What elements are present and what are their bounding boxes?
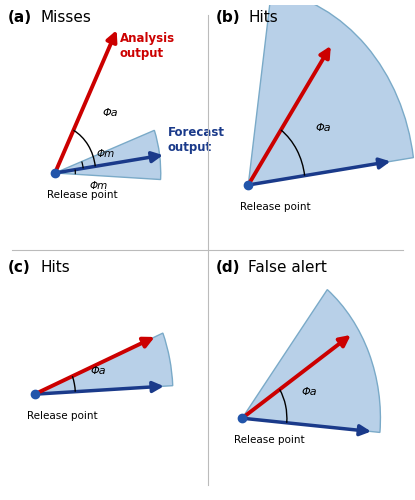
Text: Φa: Φa [302, 388, 317, 398]
Text: (b): (b) [216, 10, 240, 25]
Text: Release point: Release point [27, 411, 97, 421]
Wedge shape [55, 130, 161, 180]
Wedge shape [242, 290, 381, 432]
Text: Hits: Hits [41, 260, 71, 275]
Text: Misses: Misses [41, 10, 92, 25]
Text: Φa: Φa [90, 366, 106, 376]
Text: Release point: Release point [47, 190, 117, 200]
Text: (a): (a) [8, 10, 32, 25]
Text: Analysis
output: Analysis output [120, 32, 175, 60]
Text: Release point: Release point [234, 435, 305, 445]
Text: Hits: Hits [248, 10, 278, 25]
Text: Φa: Φa [103, 108, 118, 118]
Text: Forecast
output: Forecast output [168, 126, 225, 154]
Wedge shape [35, 333, 173, 394]
Text: (c): (c) [8, 260, 31, 275]
Text: Φa: Φa [316, 123, 331, 133]
Text: Φm: Φm [90, 181, 108, 191]
Text: Release point: Release point [240, 202, 311, 212]
Text: Φm: Φm [96, 149, 115, 159]
Text: False alert: False alert [248, 260, 327, 275]
Text: (d): (d) [216, 260, 240, 275]
Wedge shape [248, 0, 413, 185]
